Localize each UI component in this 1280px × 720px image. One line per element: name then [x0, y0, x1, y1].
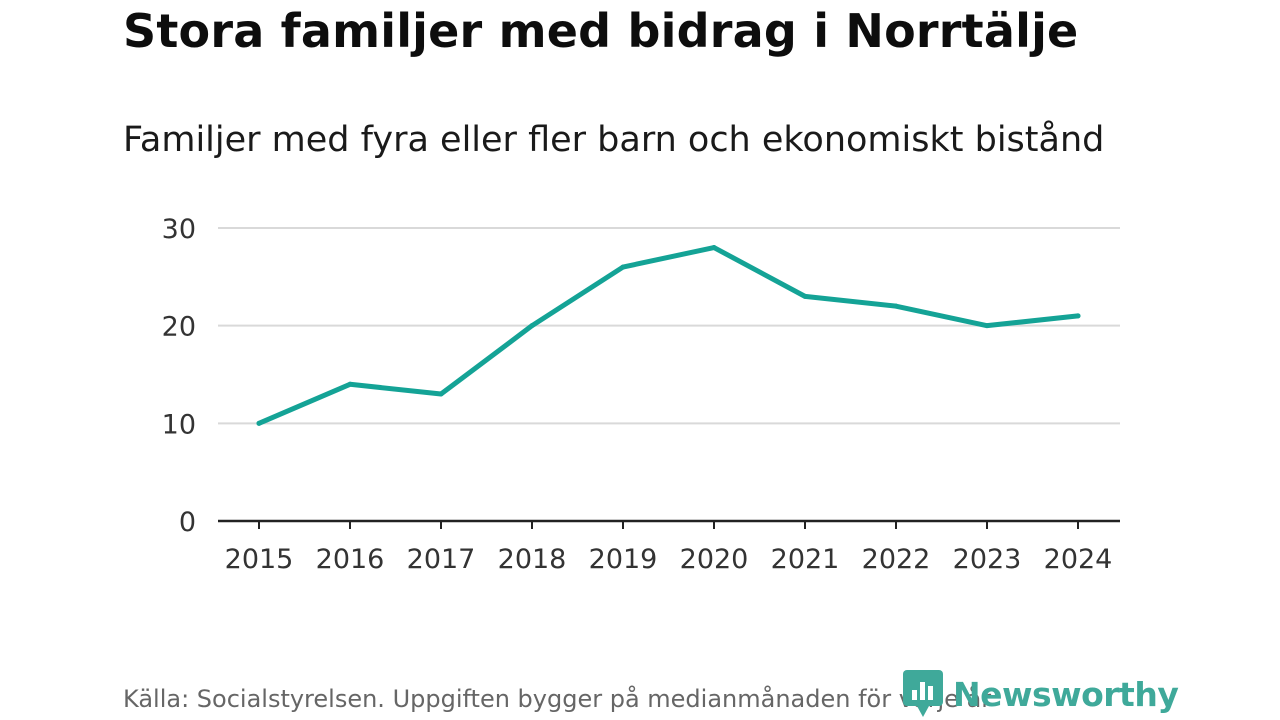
y-tick-label: 30: [162, 214, 196, 245]
data-point: [711, 245, 717, 251]
x-tick-label: 2018: [498, 544, 567, 575]
series-line: [256, 245, 1081, 426]
data-point: [529, 323, 535, 329]
data-point: [893, 303, 899, 309]
chart-title: Stora familjer med bidrag i Norrtälje: [123, 4, 1079, 58]
source-note: Källa: Socialstyrelsen. Uppgiften bygger…: [123, 685, 992, 713]
brand-name: Newsworthy: [953, 674, 1179, 714]
x-tick-label: 2022: [862, 544, 931, 575]
data-point: [1075, 313, 1081, 319]
x-tick-label: 2016: [316, 544, 385, 575]
data-point: [438, 391, 444, 397]
data-point: [256, 420, 262, 426]
x-tick-label: 2023: [953, 544, 1022, 575]
x-tick-label: 2021: [771, 544, 840, 575]
data-point: [620, 264, 626, 270]
x-tick-label: 2015: [225, 544, 294, 575]
newsworthy-logo-icon: [903, 670, 943, 717]
y-tick-label: 10: [162, 409, 196, 440]
y-tick-label: 0: [179, 507, 196, 538]
x-tick-label: 2019: [589, 544, 658, 575]
data-point: [984, 323, 990, 329]
x-tick-label: 2017: [407, 544, 476, 575]
chart-subtitle: Familjer med fyra eller fler barn och ek…: [123, 120, 1105, 160]
brand-logo: Newsworthy: [903, 670, 1179, 718]
data-point: [802, 293, 808, 299]
x-tick-label: 2024: [1044, 544, 1113, 575]
x-tick-label: 2020: [680, 544, 749, 575]
y-tick-label: 20: [162, 312, 196, 343]
data-point: [347, 381, 353, 387]
